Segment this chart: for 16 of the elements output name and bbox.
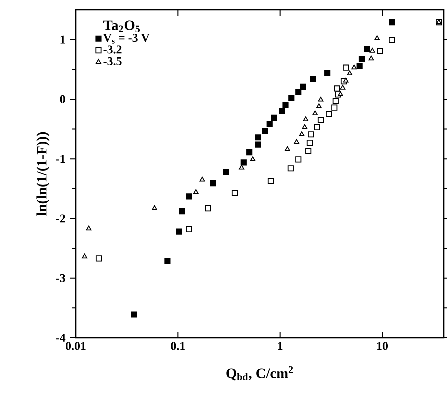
- legend-label: -3.5: [104, 57, 122, 66]
- y-axis-title: ln(ln(1/(1-F))): [36, 132, 50, 216]
- y-tick-label: 0: [60, 95, 66, 104]
- y-tick-label: -1: [56, 155, 66, 164]
- x-tick-label: 0.1: [171, 342, 186, 350]
- legend-title: Ta$_{2}$O$_{5}$: [104, 20, 140, 32]
- legend-label: V$_{s}$ = -3 V: [103, 34, 150, 44]
- y-tick-label: 1: [60, 36, 66, 44]
- x-tick-label: 0.01: [66, 342, 86, 350]
- legend-label: -3.2: [104, 46, 122, 54]
- x-tick-label: 1: [278, 342, 283, 350]
- x-axis-title: Q$_{bd}$, C/cm$^{2}$: [226, 366, 294, 381]
- x-tick-label: 10: [377, 342, 388, 350]
- y-tick-label: -2: [56, 214, 66, 223]
- y-tick-label: -4: [56, 334, 66, 342]
- y-tick-label: -3: [56, 274, 66, 282]
